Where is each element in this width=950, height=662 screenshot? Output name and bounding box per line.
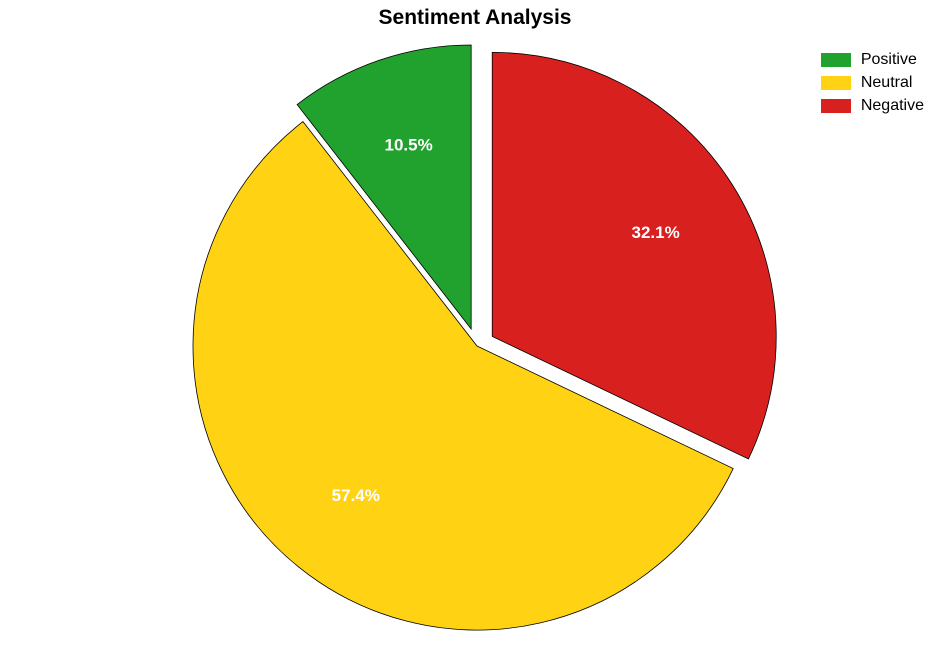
legend-item-negative: Negative <box>821 94 924 117</box>
legend-swatch <box>821 76 851 90</box>
slice-label-negative: 32.1% <box>632 223 680 242</box>
legend-label: Negative <box>861 97 924 115</box>
pie-chart: 32.1% 57.4% 10.5% <box>0 0 950 662</box>
slice-label-neutral: 57.4% <box>332 486 380 505</box>
legend: Positive Neutral Negative <box>821 48 924 117</box>
chart-container: { "chart": { "type": "pie", "title": "Se… <box>0 0 950 662</box>
slice-label-positive: 10.5% <box>385 136 433 155</box>
legend-label: Neutral <box>861 74 913 92</box>
legend-label: Positive <box>861 51 917 69</box>
legend-swatch <box>821 99 851 113</box>
legend-swatch <box>821 53 851 67</box>
legend-item-neutral: Neutral <box>821 71 924 94</box>
legend-item-positive: Positive <box>821 48 924 71</box>
